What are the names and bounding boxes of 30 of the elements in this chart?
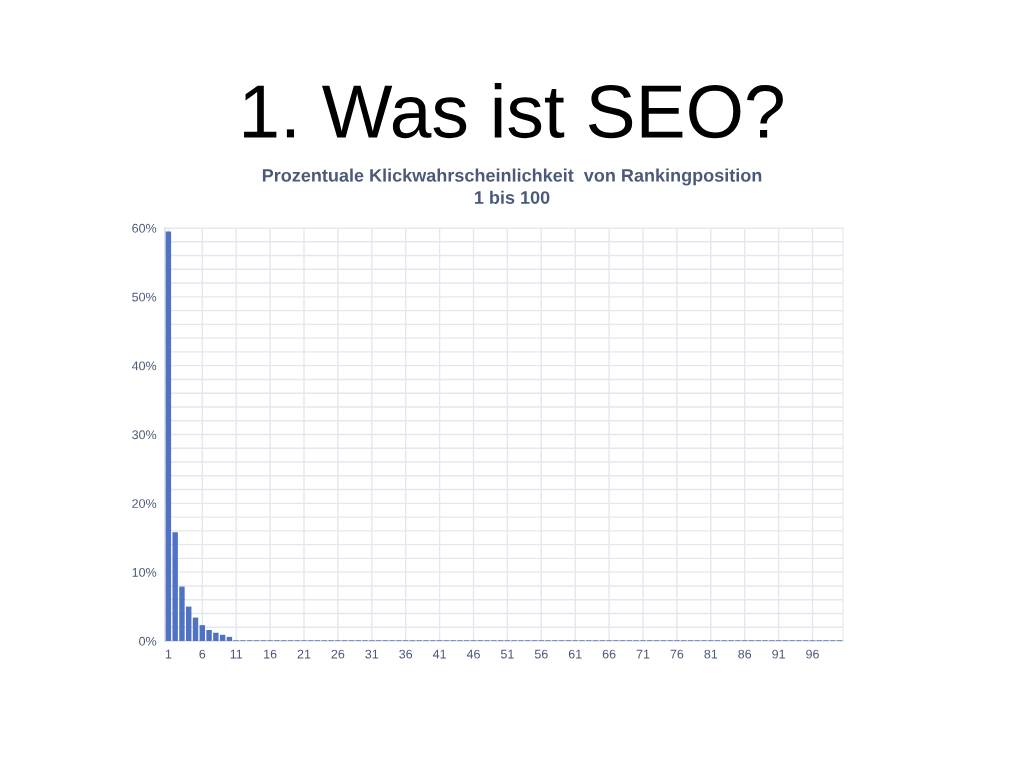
x-tick-label: 86 <box>738 649 752 659</box>
x-tick-label: 66 <box>602 649 616 659</box>
y-tick-label: 30% <box>132 430 157 440</box>
y-tick-label: 60% <box>132 223 157 233</box>
x-tick-label: 11 <box>230 649 243 659</box>
chart-title: 1. Was ist SEO? <box>244 83 783 139</box>
x-tick-label: 41 <box>432 649 446 659</box>
x-tick-label: 16 <box>264 649 277 659</box>
x-tick-label: 71 <box>636 649 650 659</box>
x-tick-label: 6 <box>199 649 206 659</box>
x-tick-label: 1 <box>165 649 172 659</box>
x-tick-label: 76 <box>670 649 684 659</box>
x-tick-label: 46 <box>466 649 480 659</box>
chart-subtitle: Prozentuale Klickwahrscheinlichkeit von Rankingposition 1 bis 100 <box>262 168 762 204</box>
x-tick-label: 96 <box>806 649 819 659</box>
x-tick-label: 21 <box>297 649 311 659</box>
x-tick-label: 51 <box>500 649 514 659</box>
x-tick-label: 56 <box>534 649 548 659</box>
x-tick-label: 26 <box>331 649 345 659</box>
y-tick-label: 10% <box>132 567 157 577</box>
y-tick-label: 50% <box>132 292 157 302</box>
bar <box>192 617 199 641</box>
x-tick-label: 36 <box>399 649 413 659</box>
x-tick-label: 31 <box>365 649 379 659</box>
y-tick-label: 0% <box>139 636 157 646</box>
y-tick-label: 40% <box>131 361 157 371</box>
x-tick-label: 81 <box>704 649 718 659</box>
y-tick-label: 20% <box>132 499 157 508</box>
x-tick-label: 91 <box>772 649 785 659</box>
x-tick-label: 61 <box>568 649 582 659</box>
